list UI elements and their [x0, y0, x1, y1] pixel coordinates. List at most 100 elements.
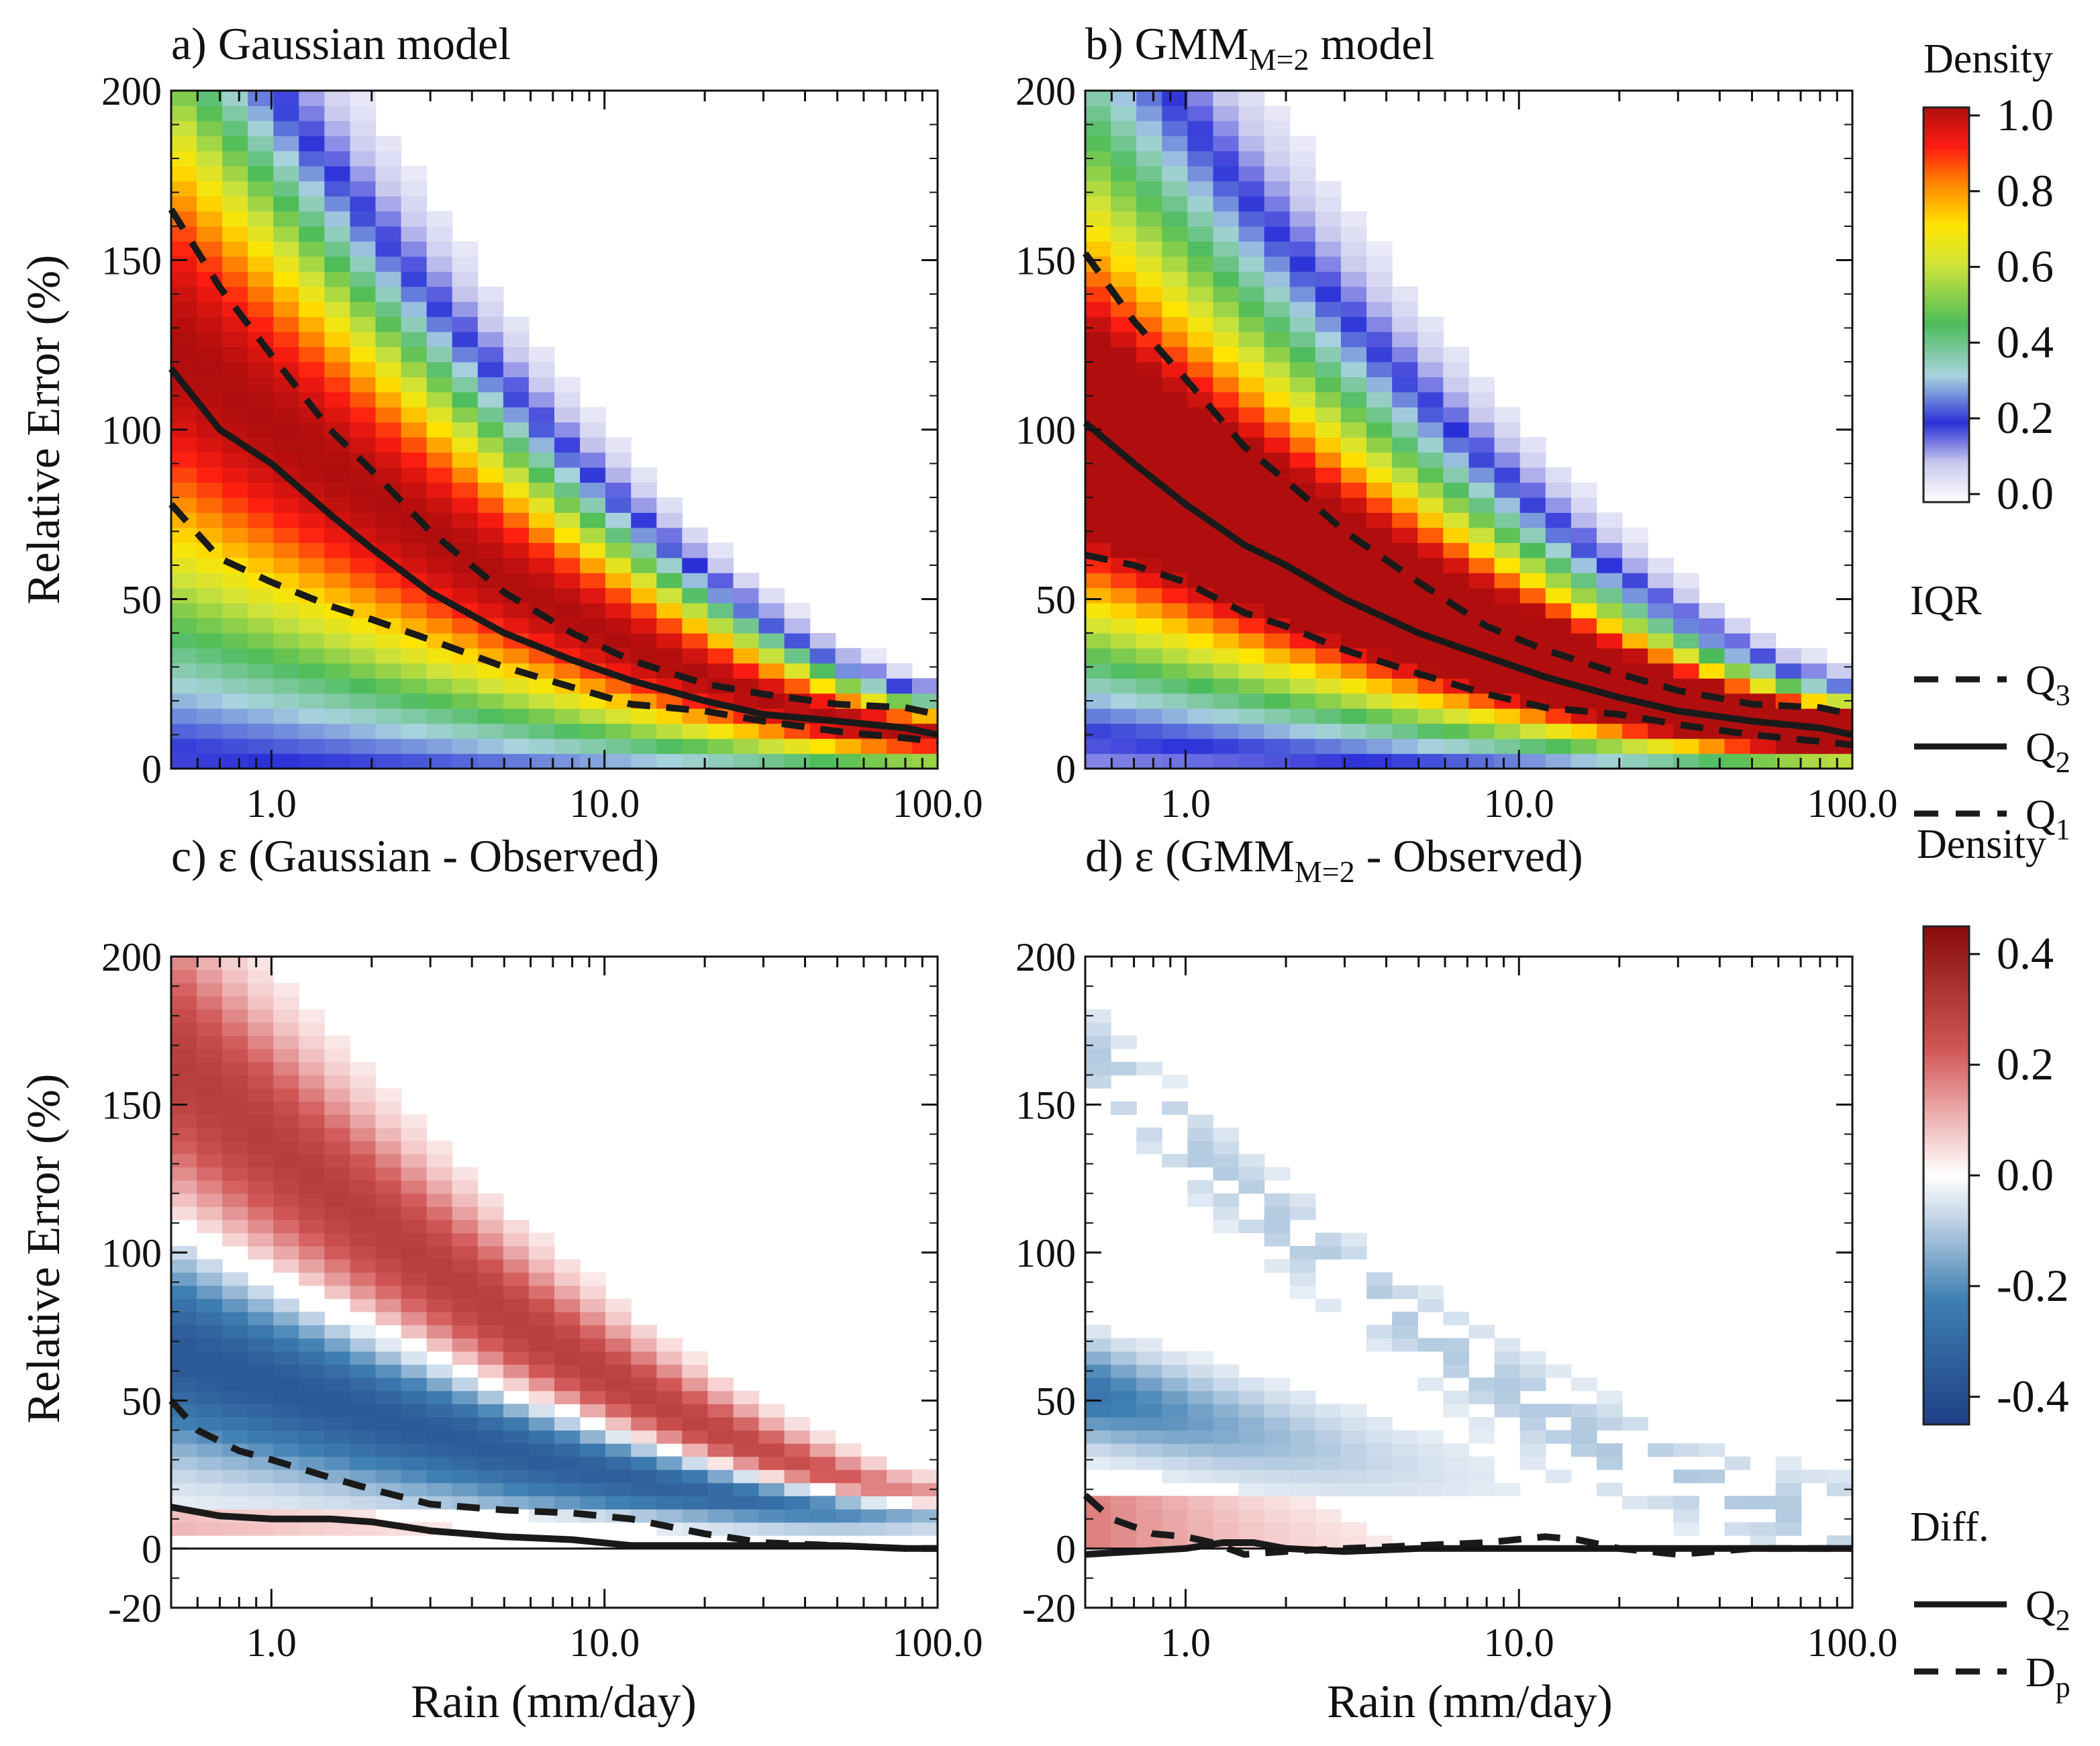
heatmap-cell	[1289, 693, 1316, 709]
y-tick-label: 0	[1056, 1527, 1076, 1571]
heatmap-cell	[1264, 663, 1291, 679]
heatmap-cell	[401, 166, 428, 182]
heatmap-cell	[1289, 1522, 1316, 1536]
heatmap-cell	[1417, 1456, 1444, 1470]
heatmap-cell	[1264, 437, 1291, 453]
heatmap-cell	[1315, 527, 1342, 543]
heatmap-cell	[375, 1456, 402, 1470]
heatmap-cell	[171, 286, 197, 302]
heatmap-cell	[426, 316, 453, 332]
colorbar-diff	[1922, 925, 1970, 1426]
heatmap-cell	[1162, 391, 1188, 407]
heatmap-cell	[1264, 407, 1291, 423]
heatmap-cell	[477, 753, 504, 769]
heatmap-cell	[835, 1469, 862, 1484]
y-tick-label: 150	[1015, 239, 1076, 283]
heatmap-cell	[477, 1285, 504, 1300]
heatmap-cell	[222, 1049, 248, 1063]
heatmap-cell	[197, 1022, 223, 1036]
heatmap-cell	[1341, 316, 1367, 332]
heatmap-cell	[1264, 738, 1291, 755]
heatmap-cell	[350, 1075, 377, 1089]
heatmap-cell	[1289, 723, 1316, 739]
heatmap-cell	[401, 1456, 428, 1470]
heatmap-cell	[1136, 753, 1162, 769]
heatmap-cell	[1111, 693, 1137, 709]
heatmap-cell	[682, 1469, 708, 1484]
heatmap-cell	[248, 362, 274, 377]
heatmap-cell	[1162, 1430, 1188, 1444]
heatmap-cell	[273, 678, 299, 694]
heatmap-cell	[503, 422, 530, 438]
heatmap-cell	[401, 1259, 428, 1273]
heatmap-cell	[1315, 437, 1342, 453]
heatmap-cell	[273, 1232, 299, 1247]
heatmap-cell	[401, 467, 428, 483]
heatmap-cell	[1545, 512, 1572, 528]
heatmap-cell	[1264, 633, 1291, 648]
heatmap-cell	[375, 467, 402, 483]
heatmap-cell	[605, 723, 632, 739]
heatmap-cell	[656, 648, 683, 664]
heatmap-cell	[1289, 678, 1316, 694]
heatmap-cell	[1136, 527, 1162, 543]
heatmap-cell	[1213, 1509, 1240, 1523]
heatmap-cell	[503, 467, 530, 483]
heatmap-cell	[1699, 648, 1726, 664]
heatmap-cell	[1136, 150, 1162, 166]
heatmap-cell	[1648, 753, 1674, 769]
heatmap-cell	[273, 332, 299, 348]
heatmap-cell	[554, 407, 581, 423]
heatmap-cell	[299, 1496, 325, 1510]
heatmap-cell	[1315, 557, 1342, 573]
heatmap-cell	[1468, 573, 1495, 589]
heatmap-cell	[1366, 678, 1393, 694]
heatmap-cell	[1341, 633, 1367, 648]
heatmap-cell	[426, 1219, 453, 1234]
heatmap-cell	[1443, 738, 1470, 755]
heatmap-cell	[324, 407, 351, 423]
heatmap-cell	[1085, 693, 1111, 709]
heatmap-cell	[1443, 663, 1470, 679]
x-tick-label: 1.0	[246, 781, 297, 826]
heatmap-cell	[222, 1088, 248, 1102]
heatmap-cell	[528, 1259, 555, 1273]
heatmap-cell	[1264, 497, 1291, 513]
heatmap-cell	[426, 618, 453, 634]
heatmap-cell	[452, 1443, 479, 1457]
heatmap-cell	[1111, 497, 1137, 513]
heatmap-cell	[1111, 136, 1137, 152]
heatmap-cell	[1570, 1377, 1597, 1392]
heatmap-cell	[248, 1482, 274, 1496]
heatmap-cell	[222, 105, 248, 122]
heatmap-cell	[1162, 1443, 1188, 1457]
heatmap-cell	[1315, 497, 1342, 513]
heatmap-cell	[1187, 346, 1214, 362]
heatmap-cell	[835, 1456, 862, 1470]
heatmap-cell	[503, 542, 530, 559]
heatmap-cell	[452, 1416, 479, 1431]
heatmap-cell	[605, 512, 632, 528]
heatmap-cell	[1443, 467, 1470, 483]
heatmap-cell	[1213, 181, 1240, 197]
heatmap-cell	[426, 648, 453, 664]
heatmap-cell	[605, 1390, 632, 1404]
heatmap-cell	[222, 1338, 248, 1352]
y-tick-label: 200	[101, 69, 162, 113]
heatmap-cell	[605, 1338, 632, 1352]
heatmap-cell	[1417, 1469, 1444, 1484]
heatmap-cell	[1570, 723, 1597, 739]
heatmap-cell	[171, 1443, 197, 1457]
heatmap-cell	[758, 1404, 785, 1418]
heatmap-cell	[1085, 150, 1111, 166]
heatmap-cell	[197, 648, 223, 664]
heatmap-cell	[171, 573, 197, 589]
heatmap-cell	[1111, 723, 1137, 739]
heatmap-cell	[197, 1272, 223, 1286]
heatmap-cell	[299, 256, 325, 272]
heatmap-cell	[1136, 542, 1162, 559]
heatmap-cell	[784, 1509, 811, 1523]
heatmap-cell	[401, 286, 428, 302]
heatmap-cell	[426, 482, 453, 498]
heatmap-cell	[222, 1312, 248, 1326]
